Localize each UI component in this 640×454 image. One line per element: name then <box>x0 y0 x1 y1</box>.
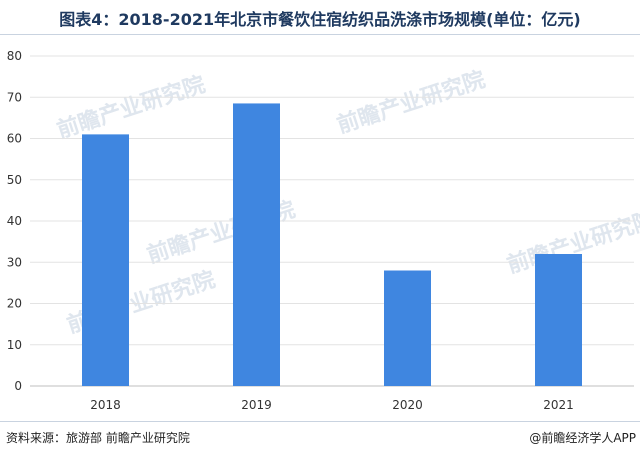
credit-note: @前瞻经济学人APP <box>529 431 636 445</box>
x-axis: 2018 2019 2020 2021 <box>90 398 574 412</box>
y-tick-label: 10 <box>7 338 22 352</box>
y-axis: 0 10 20 30 40 50 60 70 80 <box>7 49 22 393</box>
y-tick-label: 60 <box>7 132 22 146</box>
watermark-text: 前瞻产业研究院 <box>334 66 489 138</box>
y-tick-label: 40 <box>7 214 22 228</box>
x-tick-label: 2019 <box>241 398 272 412</box>
y-tick-label: 0 <box>14 379 22 393</box>
x-tick-label: 2020 <box>392 398 423 412</box>
x-tick-label: 2021 <box>543 398 574 412</box>
source-note: 资料来源：旅游部 前瞻产业研究院 <box>6 431 190 445</box>
y-tick-label: 20 <box>7 297 22 311</box>
y-tick-label: 50 <box>7 173 22 187</box>
y-tick-label: 80 <box>7 49 22 63</box>
title-divider <box>0 34 640 35</box>
y-tick-label: 30 <box>7 255 22 269</box>
x-tick-label: 2018 <box>90 398 121 412</box>
bar-2021 <box>535 254 582 386</box>
bar-2020 <box>384 270 431 386</box>
bar-2018 <box>82 134 129 386</box>
chart-title: 图表4：2018-2021年北京市餐饮住宿纺织品洗涤市场规模(单位：亿元) <box>59 10 581 29</box>
bars-layer <box>82 103 582 386</box>
bar-2019 <box>233 103 280 386</box>
footer-divider <box>0 421 640 422</box>
watermark-text: 前瞻产业研究院 <box>54 71 209 143</box>
y-tick-label: 70 <box>7 90 22 104</box>
grid-layer <box>30 55 634 387</box>
footer: 资料来源：旅游部 前瞻产业研究院 @前瞻经济学人APP <box>0 421 640 454</box>
